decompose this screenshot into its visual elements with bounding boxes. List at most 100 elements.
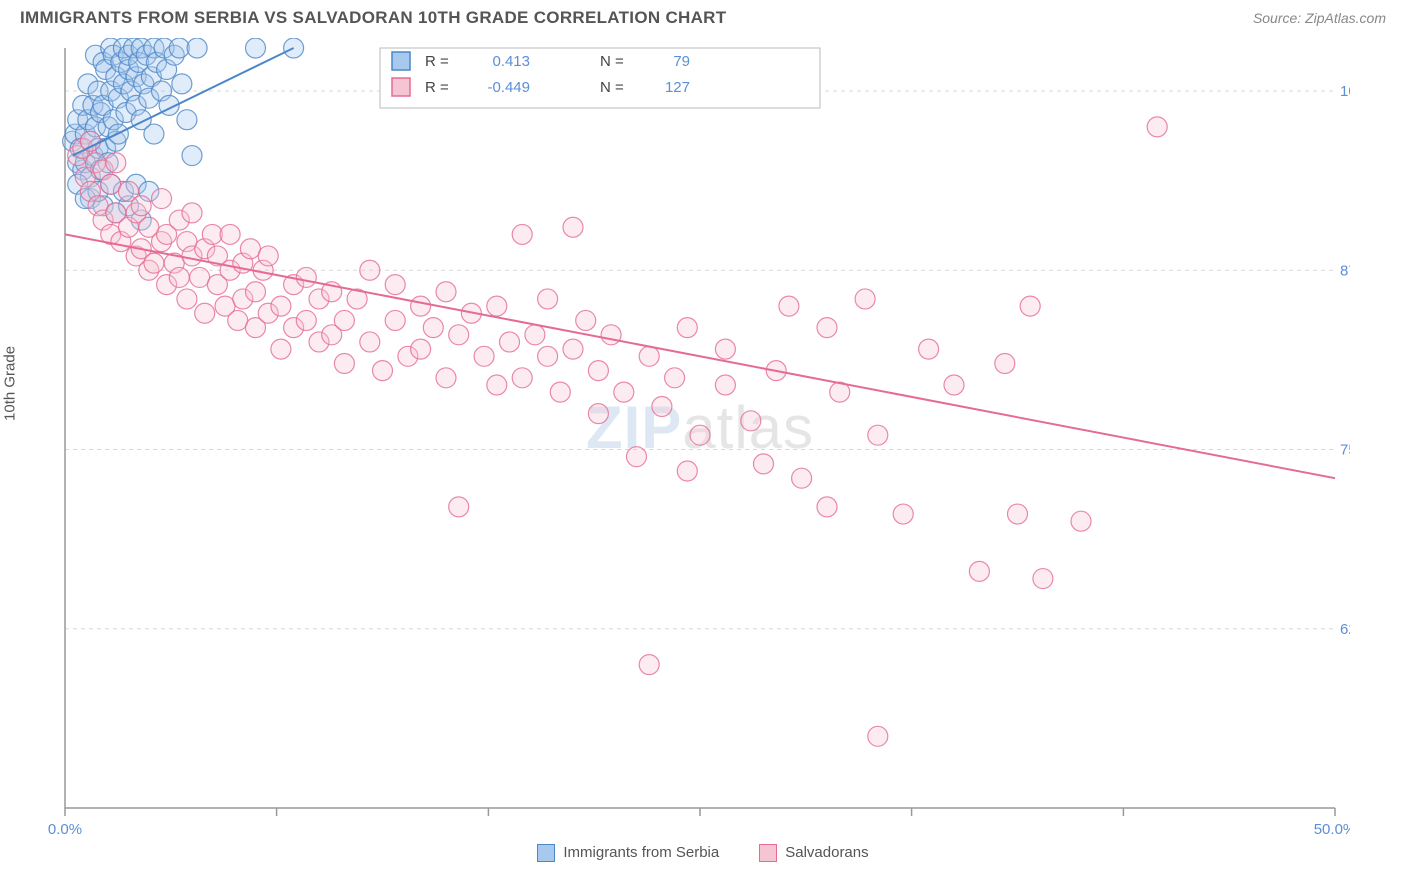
data-point [1008,504,1028,524]
data-point [385,310,405,330]
data-point [1147,117,1167,137]
data-point [411,339,431,359]
data-point [360,332,380,352]
data-point [169,38,189,58]
data-point [202,224,222,244]
legend-label: Immigrants from Serbia [563,844,719,861]
data-point [1071,511,1091,531]
svg-text:R =: R = [425,53,449,70]
data-point [246,282,266,302]
data-point [423,318,443,338]
data-point [677,318,697,338]
data-point [474,346,494,366]
legend-label: Salvadorans [785,844,868,861]
data-point [449,497,469,517]
svg-text:62.5%: 62.5% [1340,621,1350,638]
data-point [969,561,989,581]
data-point [271,339,291,359]
legend-item: Immigrants from Serbia [537,844,719,862]
data-point [80,131,100,151]
data-point [868,726,888,746]
data-point [525,325,545,345]
svg-text:79: 79 [673,53,690,70]
data-point [500,332,520,352]
y-axis-label: 10th Grade [2,346,19,421]
legend-swatch [537,844,555,862]
svg-text:87.5%: 87.5% [1340,262,1350,279]
legend-bottom: Immigrants from Serbia Salvadorans [20,844,1386,862]
data-point [779,296,799,316]
svg-text:N =: N = [600,53,624,70]
data-point [550,382,570,402]
data-point [1033,569,1053,589]
data-point [639,655,659,675]
data-point [715,339,735,359]
data-point [639,346,659,366]
data-point [563,339,583,359]
data-point [228,310,248,330]
data-point [246,38,266,58]
legend-swatch [759,844,777,862]
data-point [855,289,875,309]
data-point [563,217,583,237]
data-point [177,110,197,130]
data-point [741,411,761,431]
data-point [995,353,1015,373]
data-point [652,396,672,416]
data-point [187,38,207,58]
data-point [101,174,121,194]
scatter-chart: 62.5%75.0%87.5%100.0%0.0%50.0%ZIPatlasR … [20,38,1350,838]
data-point [190,267,210,287]
data-point [487,375,507,395]
svg-text:75.0%: 75.0% [1340,442,1350,459]
data-point [817,318,837,338]
source-label: Source: ZipAtlas.com [1253,10,1386,26]
data-point [182,203,202,223]
data-point [792,468,812,488]
data-point [360,260,380,280]
legend-correlation: R =0.413N =79R =-0.449N =127 [380,48,820,108]
data-point [512,368,532,388]
data-point [385,275,405,295]
svg-text:N =: N = [600,79,624,96]
data-point [334,310,354,330]
data-point [172,74,192,94]
data-point [538,346,558,366]
data-point [220,224,240,244]
data-point [144,253,164,273]
legend-item: Salvadorans [759,844,868,862]
chart-container: 10th Grade 62.5%75.0%87.5%100.0%0.0%50.0… [20,38,1386,862]
data-point [373,361,393,381]
data-point [296,267,316,287]
chart-title: IMMIGRANTS FROM SERBIA VS SALVADORAN 10T… [20,8,726,28]
data-point [715,375,735,395]
data-point [411,296,431,316]
data-point [919,339,939,359]
svg-text:0.0%: 0.0% [48,821,82,838]
data-point [296,310,316,330]
data-point [106,153,126,173]
data-point [588,361,608,381]
data-point [195,303,215,323]
data-point [893,504,913,524]
data-point [177,289,197,309]
header: IMMIGRANTS FROM SERBIA VS SALVADORAN 10T… [0,0,1406,28]
data-point [576,310,596,330]
data-point [258,246,278,266]
data-point [944,375,964,395]
data-point [487,296,507,316]
data-point [436,368,456,388]
svg-text:127: 127 [665,79,690,96]
data-point [627,447,647,467]
data-point [817,497,837,517]
data-point [131,196,151,216]
svg-text:100.0%: 100.0% [1340,83,1350,100]
data-point [601,325,621,345]
data-point [449,325,469,345]
data-point [144,124,164,144]
svg-text:R =: R = [425,79,449,96]
data-point [677,461,697,481]
data-point [240,239,260,259]
data-point [436,282,456,302]
data-point [512,224,532,244]
